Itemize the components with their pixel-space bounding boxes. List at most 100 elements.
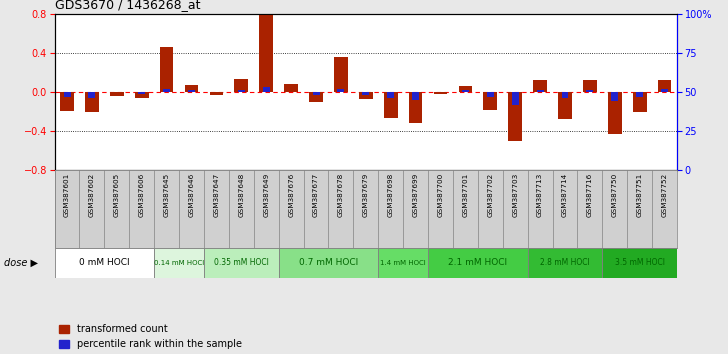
Text: 0 mM HOCl: 0 mM HOCl xyxy=(79,258,130,267)
Bar xyxy=(234,79,248,92)
Bar xyxy=(229,170,254,248)
Bar xyxy=(304,170,328,248)
Bar xyxy=(363,92,369,95)
Bar xyxy=(359,92,373,99)
Bar xyxy=(188,91,195,92)
Bar xyxy=(661,89,668,92)
Bar xyxy=(533,80,547,92)
Bar xyxy=(204,248,279,278)
Text: GSM387647: GSM387647 xyxy=(213,172,219,217)
Bar xyxy=(179,170,204,248)
Bar xyxy=(657,80,671,92)
Bar xyxy=(353,170,379,248)
Bar xyxy=(138,92,145,93)
Bar xyxy=(537,91,544,92)
Bar xyxy=(185,85,199,92)
Text: GSM387701: GSM387701 xyxy=(462,172,468,217)
Bar xyxy=(254,170,279,248)
Bar xyxy=(279,170,304,248)
Text: GSM387702: GSM387702 xyxy=(487,172,494,217)
Text: 2.8 mM HOCl: 2.8 mM HOCl xyxy=(540,258,590,267)
Text: 1.4 mM HOCl: 1.4 mM HOCl xyxy=(380,260,426,266)
Bar xyxy=(528,170,553,248)
Bar xyxy=(652,170,677,248)
Bar xyxy=(259,14,273,92)
Text: GSM387714: GSM387714 xyxy=(562,172,568,217)
Text: GSM387678: GSM387678 xyxy=(338,172,344,217)
Bar xyxy=(487,92,494,97)
Bar xyxy=(154,170,179,248)
Bar xyxy=(79,170,104,248)
Bar xyxy=(328,170,353,248)
Bar xyxy=(512,92,518,104)
Text: GSM387676: GSM387676 xyxy=(288,172,294,217)
Text: GSM387645: GSM387645 xyxy=(164,172,170,217)
Bar xyxy=(210,92,223,95)
Bar xyxy=(577,170,602,248)
Bar xyxy=(309,92,323,102)
Bar xyxy=(154,248,204,278)
Bar xyxy=(338,89,344,92)
Bar xyxy=(135,92,149,98)
Text: GSM387752: GSM387752 xyxy=(662,172,668,217)
Text: GSM387606: GSM387606 xyxy=(139,172,145,217)
Text: GSM387716: GSM387716 xyxy=(587,172,593,217)
Bar xyxy=(387,92,394,98)
Bar xyxy=(334,57,348,92)
Bar xyxy=(412,92,419,100)
Bar xyxy=(312,92,320,95)
Text: GSM387601: GSM387601 xyxy=(64,172,70,217)
Bar xyxy=(434,92,448,94)
Bar xyxy=(204,170,229,248)
Bar xyxy=(602,170,628,248)
Bar xyxy=(483,92,497,110)
Text: GSM387750: GSM387750 xyxy=(612,172,618,217)
Bar xyxy=(104,170,130,248)
Bar xyxy=(263,87,269,92)
Bar xyxy=(85,92,99,113)
Text: 2.1 mM HOCl: 2.1 mM HOCl xyxy=(448,258,507,267)
Text: GSM387703: GSM387703 xyxy=(513,172,518,217)
Bar xyxy=(478,170,503,248)
Text: GSM387648: GSM387648 xyxy=(238,172,245,217)
Bar xyxy=(163,89,170,92)
Bar xyxy=(608,92,622,134)
Bar xyxy=(89,92,95,98)
Text: GSM387649: GSM387649 xyxy=(264,172,269,217)
Text: dose ▶: dose ▶ xyxy=(4,258,38,268)
Bar xyxy=(384,92,397,118)
Bar xyxy=(462,91,469,92)
Text: GSM387700: GSM387700 xyxy=(438,172,443,217)
Text: GSM387605: GSM387605 xyxy=(114,172,120,217)
Bar xyxy=(612,92,618,101)
Bar xyxy=(602,248,677,278)
Bar xyxy=(583,80,597,92)
Text: GSM387677: GSM387677 xyxy=(313,172,319,217)
Bar xyxy=(379,248,428,278)
Text: GSM387699: GSM387699 xyxy=(413,172,419,217)
Bar xyxy=(110,92,124,96)
Bar xyxy=(428,170,453,248)
Text: GSM387602: GSM387602 xyxy=(89,172,95,217)
Text: 3.5 mM HOCl: 3.5 mM HOCl xyxy=(614,258,665,267)
Text: 0.14 mM HOCl: 0.14 mM HOCl xyxy=(154,260,205,266)
Bar xyxy=(55,248,154,278)
Bar xyxy=(63,92,71,97)
Bar xyxy=(558,92,572,119)
Bar xyxy=(379,170,403,248)
Bar xyxy=(60,92,74,110)
Text: 0.35 mM HOCl: 0.35 mM HOCl xyxy=(214,258,269,267)
Text: GSM387713: GSM387713 xyxy=(537,172,543,217)
Bar xyxy=(428,248,528,278)
Bar xyxy=(561,92,569,98)
Text: GSM387679: GSM387679 xyxy=(363,172,369,217)
Text: GDS3670 / 1436268_at: GDS3670 / 1436268_at xyxy=(55,0,200,11)
Legend: transformed count, percentile rank within the sample: transformed count, percentile rank withi… xyxy=(60,324,242,349)
Bar xyxy=(503,170,528,248)
Bar xyxy=(238,91,245,92)
Text: GSM387751: GSM387751 xyxy=(637,172,643,217)
Bar xyxy=(508,92,522,141)
Bar xyxy=(633,92,646,112)
Bar xyxy=(403,170,428,248)
Text: GSM387698: GSM387698 xyxy=(388,172,394,217)
